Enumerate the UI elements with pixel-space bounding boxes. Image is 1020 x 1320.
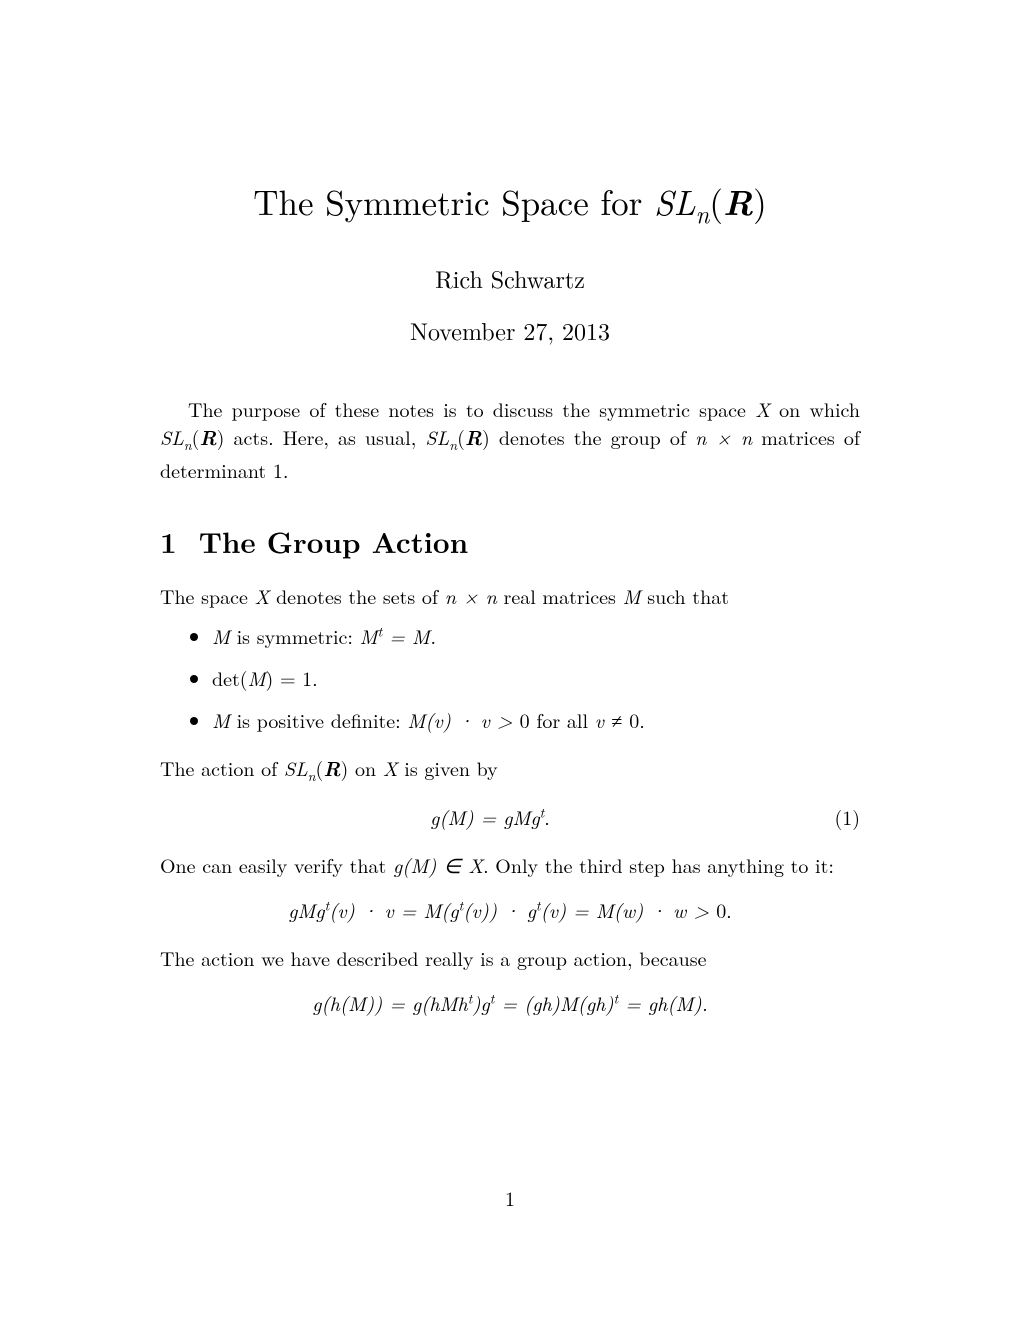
- body2-text-1: The action of: [160, 753, 284, 782]
- eq2-p2: (v) · v = M(g: [329, 895, 458, 924]
- title-field: R: [723, 175, 753, 226]
- bullet-list: M is symmetric: Mt = M. det(M) = 1. M is…: [160, 622, 860, 734]
- title-paren-open: (: [709, 177, 723, 226]
- intro-nxn: n × n: [695, 422, 752, 451]
- bullet1-M: M: [212, 621, 230, 650]
- eq1-period: .: [544, 802, 550, 831]
- equation-1-row: g(M) = gMgt. (1): [160, 802, 860, 831]
- eq2-p1: gMg: [288, 895, 324, 924]
- body1-text-1: The space: [160, 581, 255, 610]
- intro-R-2: R: [465, 423, 482, 452]
- title-paren-close: ): [753, 177, 767, 226]
- body3-gM: g(M) ∈ X: [393, 850, 483, 879]
- equation-1-number: (1): [820, 802, 860, 831]
- equation-2-row: gMgt(v) · v = M(gt(v)) · gt(v) = M(w) · …: [160, 895, 860, 924]
- equation-2: gMgt(v) · v = M(gt(v)) · gt(v) = M(w) · …: [160, 895, 860, 924]
- intro-sub-1: n: [184, 435, 192, 455]
- title-math-group: SL: [654, 177, 696, 226]
- intro-paragraph: The purpose of these notes is to discuss…: [160, 395, 860, 484]
- intro-paren-3: (: [457, 422, 465, 451]
- equation-3: g(h(M)) = g(hMht)gt = (gh)M(gh)t = gh(M)…: [160, 988, 860, 1017]
- body1-text-2: denotes the sets of: [269, 581, 444, 610]
- bullet1-Mt: M: [360, 621, 378, 650]
- section-1-heading: 1 The Group Action: [160, 520, 860, 562]
- bullet2-M: M: [248, 663, 266, 692]
- body2-X: X: [383, 753, 398, 782]
- bullet3-text: is positive definite:: [230, 705, 407, 734]
- title-text: The Symmetric Space for: [253, 177, 654, 226]
- body2-SLn: SL: [284, 753, 308, 782]
- equation-1: g(M) = gMgt.: [160, 802, 820, 831]
- body2-text-2: on: [348, 753, 382, 782]
- intro-R-1: R: [199, 423, 216, 452]
- section-1-number: 1: [160, 520, 177, 562]
- body1-X: X: [255, 581, 270, 610]
- body1-M: M: [623, 581, 641, 610]
- bullet-1: M is symmetric: Mt = M.: [212, 622, 860, 650]
- body1-text-3: real matrices: [497, 581, 623, 610]
- eq2-zero: 0.: [716, 895, 732, 924]
- body2-sub: n: [308, 766, 316, 786]
- intro-sub-2: n: [449, 435, 457, 455]
- page-number: 1: [0, 1183, 1020, 1212]
- body2-text-3: is given by: [398, 753, 498, 782]
- eq2-p4: (v) = M(w) · w >: [541, 895, 717, 924]
- intro-text-2: on which: [770, 394, 860, 423]
- bullet3-end: 0.: [629, 705, 645, 734]
- eq3-p2: )g: [472, 988, 489, 1017]
- date: November 27, 2013: [160, 313, 860, 347]
- intro-text-4: denotes the group of: [490, 422, 695, 451]
- intro-text-1: The purpose of these notes is to discuss…: [188, 394, 755, 423]
- bullet-2: det(M) = 1.: [212, 664, 860, 692]
- bullet3-M: M: [212, 705, 230, 734]
- eq1-main: g(M) = gMg: [430, 802, 540, 831]
- body2-R: R: [323, 754, 340, 783]
- section-1-title: The Group Action: [199, 520, 468, 562]
- document-title: The Symmetric Space for SLn(R): [160, 175, 860, 231]
- intro-text-3: acts. Here, as usual,: [224, 422, 425, 451]
- intro-SLn-2: SL: [425, 422, 449, 451]
- body1-nxn: n × n: [445, 581, 497, 610]
- bullet2-det: det(: [212, 663, 248, 692]
- bullet1-text: is symmetric:: [230, 621, 360, 650]
- author: Rich Schwartz: [160, 261, 860, 295]
- bullet3-eq: M(v) · v >: [407, 705, 519, 734]
- body3-text-1: One can easily verify that: [160, 850, 393, 879]
- intro-paren-4: ): [482, 422, 490, 451]
- eq3-p4: = gh(M).: [618, 988, 708, 1017]
- bullet-3: M is positive definite: M(v) · v > 0 for…: [212, 706, 860, 734]
- intro-X: X: [755, 394, 770, 423]
- bullet1-eq2: = M.: [382, 621, 436, 650]
- body1-text-4: such that: [641, 581, 729, 610]
- body-4: The action we have described really is a…: [160, 944, 860, 972]
- eq3-p1: g(h(M)) = g(hMh: [312, 988, 468, 1017]
- title-math-sub: n: [696, 196, 710, 231]
- page-content: The Symmetric Space for SLn(R) Rich Schw…: [0, 0, 1020, 1017]
- body3-text-2: . Only the third step has anything to it…: [483, 850, 834, 879]
- eq3-p3: = (gh)M(gh): [494, 988, 613, 1017]
- body-3: One can easily verify that g(M) ∈ X. Onl…: [160, 851, 860, 879]
- body-1: The space X denotes the sets of n × n re…: [160, 582, 860, 610]
- bullet3-zero: 0 for all: [520, 705, 595, 734]
- bullet3-v: v ≠: [595, 705, 630, 734]
- intro-SLn-1: SL: [160, 422, 184, 451]
- equation-3-row: g(h(M)) = g(hMht)gt = (gh)M(gh)t = gh(M)…: [160, 988, 860, 1017]
- bullet2-eq: ) = 1.: [266, 663, 318, 692]
- eq2-p3: (v)) · g: [463, 895, 536, 924]
- body-2: The action of SLn(R) on X is given by: [160, 754, 860, 787]
